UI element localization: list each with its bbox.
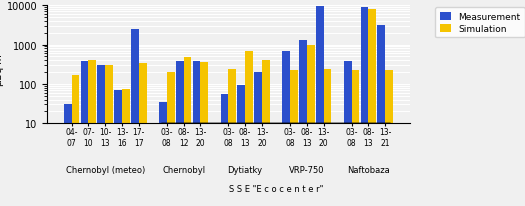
Text: Naftobaza: Naftobaza (347, 165, 390, 174)
Bar (352, 71, 360, 206)
Text: S S E "E c o c e n t e r": S S E "E c o c e n t e r" (229, 184, 323, 193)
Bar (299, 41, 307, 206)
Bar (139, 64, 146, 206)
Bar (159, 102, 167, 206)
Text: VRP-750: VRP-750 (289, 165, 324, 174)
Bar (369, 10, 376, 206)
Bar (316, 7, 323, 206)
Bar (361, 8, 369, 206)
Bar (176, 62, 184, 206)
Bar (71, 76, 79, 206)
Bar (290, 70, 298, 206)
Bar (282, 51, 290, 206)
Bar (323, 70, 331, 206)
Bar (220, 95, 228, 206)
Bar (131, 30, 139, 206)
Legend: Measurement, Simulation: Measurement, Simulation (435, 8, 524, 38)
Bar (122, 89, 130, 206)
Bar (105, 66, 113, 206)
Text: Chernobyl: Chernobyl (162, 165, 205, 174)
Bar (307, 45, 314, 206)
Bar (201, 63, 208, 206)
Y-axis label: µBq m⁻³: µBq m⁻³ (0, 44, 4, 85)
Bar (228, 70, 236, 206)
Bar (97, 65, 105, 206)
Bar (245, 51, 253, 206)
Bar (385, 71, 393, 206)
Bar (184, 58, 192, 206)
Bar (262, 61, 270, 206)
Bar (254, 73, 262, 206)
Bar (64, 105, 71, 206)
Bar (80, 62, 88, 206)
Bar (237, 85, 245, 206)
Bar (88, 61, 96, 206)
Bar (167, 73, 175, 206)
Bar (114, 91, 122, 206)
Bar (344, 62, 352, 206)
Bar (377, 26, 385, 206)
Text: Chernobyl (meteo): Chernobyl (meteo) (66, 165, 145, 174)
Text: Dytiatky: Dytiatky (228, 165, 262, 174)
Bar (193, 62, 201, 206)
